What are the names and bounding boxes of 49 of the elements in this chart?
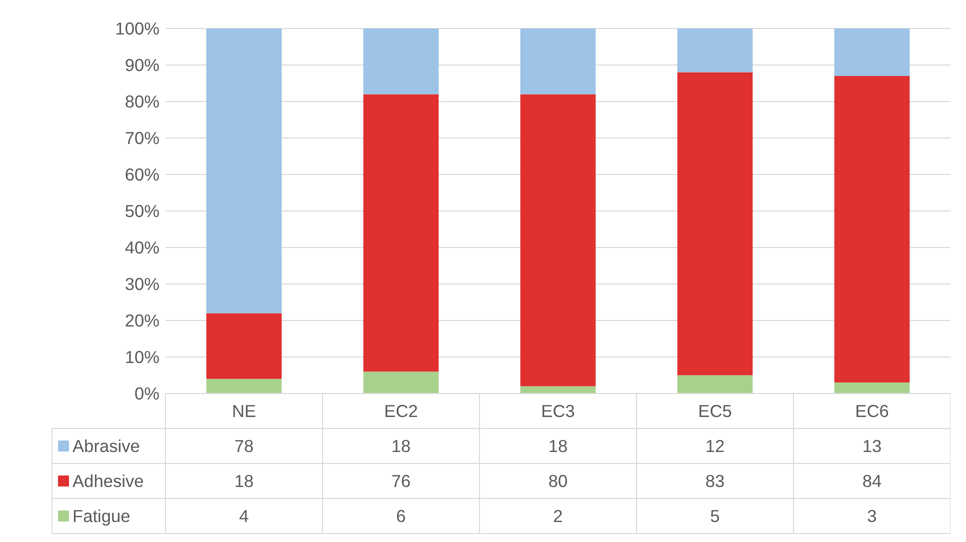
bar <box>834 382 910 394</box>
bar <box>834 76 910 383</box>
x-tick-label: EC6 <box>855 401 889 421</box>
bar <box>520 28 596 94</box>
x-tick-label: NE <box>232 401 256 421</box>
data-label: 12 <box>705 436 725 456</box>
legend-label: Abrasive <box>72 436 140 456</box>
x-tick-label: EC5 <box>698 401 732 421</box>
bar <box>206 28 282 314</box>
x-tick-label: EC3 <box>541 401 575 421</box>
data-label: 2 <box>553 506 563 526</box>
y-tick-label: 10% <box>124 347 160 367</box>
data-label: 84 <box>862 471 882 491</box>
data-label: 5 <box>710 506 720 526</box>
data-label: 18 <box>234 471 254 491</box>
data-label: 83 <box>705 471 725 491</box>
y-tick-label: 60% <box>124 164 160 184</box>
data-label: 6 <box>396 506 406 526</box>
bar <box>363 28 439 94</box>
data-label: 18 <box>548 436 568 456</box>
bar <box>834 28 910 76</box>
y-tick-label: 50% <box>124 201 160 221</box>
y-tick-label: 40% <box>124 238 160 258</box>
bar <box>363 94 439 372</box>
bar <box>677 28 753 72</box>
y-tick-label: 20% <box>124 310 160 330</box>
bar <box>206 313 282 379</box>
bar <box>363 372 439 394</box>
data-label: 78 <box>234 436 254 456</box>
y-tick-label: 30% <box>124 274 160 294</box>
bar <box>677 375 753 394</box>
y-tick-label: 100% <box>115 18 160 38</box>
y-tick-label: 70% <box>124 128 160 148</box>
data-label: 13 <box>862 436 882 456</box>
data-label: 3 <box>867 506 877 526</box>
bar <box>520 94 596 386</box>
bar <box>520 386 596 394</box>
data-label: 4 <box>239 506 250 526</box>
bar <box>206 378 282 394</box>
x-tick-label: EC2 <box>384 401 418 421</box>
y-tick-label: 80% <box>124 92 160 112</box>
legend-label: Fatigue <box>72 506 130 526</box>
data-label: 18 <box>391 436 411 456</box>
legend-label: Adhesive <box>72 471 144 491</box>
data-label: 76 <box>391 471 411 491</box>
y-tick-label: 0% <box>134 384 160 404</box>
data-label: 80 <box>548 471 568 491</box>
y-tick-label: 90% <box>124 55 160 75</box>
bar <box>677 72 753 376</box>
